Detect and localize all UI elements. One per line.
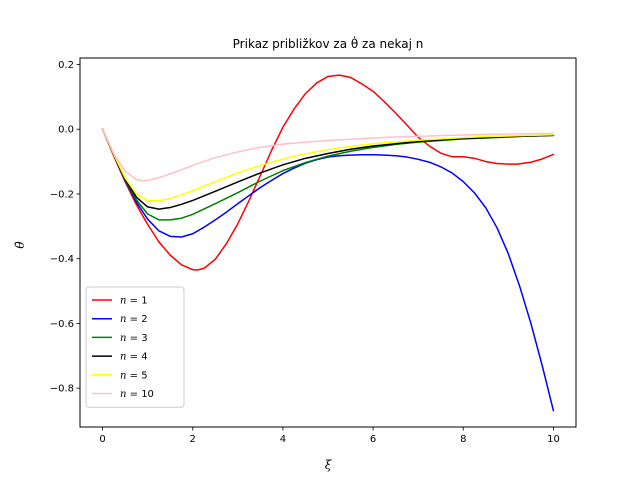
y-tick-label: −0.2 <box>50 189 74 200</box>
legend-entry-label: n = 4 <box>120 352 148 363</box>
y-tick-label: 0.2 <box>58 60 74 71</box>
plot-frame <box>79 57 577 428</box>
y-tick-label: −0.6 <box>50 319 74 330</box>
x-tick-label: 6 <box>370 434 376 445</box>
x-tick-label: 10 <box>547 434 560 445</box>
legend-box <box>85 286 185 408</box>
legend-entry-label: n = 3 <box>120 333 148 344</box>
x-tick-label: 0 <box>99 434 105 445</box>
legend: n = 1 n = 2 n = 3 n = 4 n = 5 n = 10 <box>85 286 185 408</box>
x-tick-label: 2 <box>190 434 196 445</box>
series-line-4 <box>101 128 555 210</box>
legend-entry-label: n = 2 <box>120 314 148 325</box>
chart-title: Prikaz približkov za θ̇ za nekaj n <box>233 36 424 51</box>
y-tick-label: −0.4 <box>50 254 74 265</box>
y-tick-label: −0.8 <box>50 384 74 395</box>
series-line-1 <box>101 74 555 271</box>
x-tick-label: 8 <box>460 434 466 445</box>
legend-entry-label: n = 10 <box>120 389 154 400</box>
x-axis-label: ξ <box>325 458 333 472</box>
legend-entry-label: n = 1 <box>120 296 148 307</box>
y-axis-label: θ̇ <box>13 241 27 249</box>
series-line-5 <box>101 128 555 202</box>
y-tick-label: 0.0 <box>58 125 74 136</box>
series-line-6 <box>101 128 555 182</box>
series-layer <box>101 74 555 412</box>
legend-entry-label: n = 5 <box>120 370 148 381</box>
series-line-2 <box>101 128 555 412</box>
x-tick-label: 4 <box>280 434 286 445</box>
ticks-layer: 0 2 4 6 8 10 0.2 0.0 −0.2 −0.4 −0.6 −0.8 <box>50 60 560 445</box>
